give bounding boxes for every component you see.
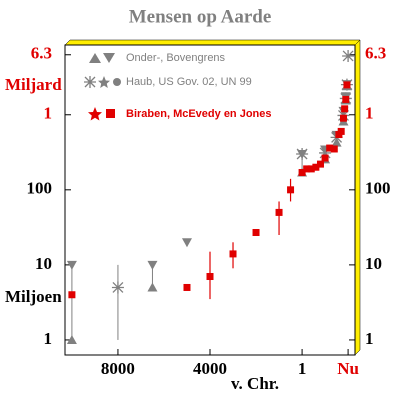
point xyxy=(206,273,214,281)
y-tick-label-right: 6.3 xyxy=(365,44,386,63)
point xyxy=(312,163,320,171)
point xyxy=(296,148,309,161)
legend-marker xyxy=(84,76,121,88)
x-tick-label: 8000 xyxy=(101,359,135,378)
legend-label: Biraben, McEvedy en Jones xyxy=(126,108,272,120)
y-tick-label: 100 xyxy=(27,179,53,198)
upper-bound xyxy=(147,260,158,270)
legend-marker xyxy=(89,53,115,63)
point xyxy=(287,186,295,194)
point xyxy=(326,144,334,152)
lower-bound xyxy=(66,334,77,344)
point xyxy=(339,114,347,122)
y-tick-label: 10 xyxy=(35,254,52,273)
point xyxy=(319,146,332,159)
x-tick-label: 4000 xyxy=(193,359,227,378)
point xyxy=(298,169,306,177)
chart-title: Mensen op Aarde xyxy=(129,6,272,27)
x-tick-label: 1 xyxy=(298,359,307,378)
point xyxy=(229,250,237,258)
point xyxy=(343,81,351,89)
point xyxy=(342,49,355,62)
point xyxy=(111,281,124,294)
annotation: Miljard xyxy=(5,75,62,94)
point xyxy=(252,229,260,237)
point xyxy=(316,160,324,168)
y-tick-label-right: 10 xyxy=(365,254,382,273)
point xyxy=(321,154,329,162)
legend-label: Onder-, Bovengrens xyxy=(126,52,226,64)
point xyxy=(307,165,315,173)
x-tick-label: Nu xyxy=(337,359,359,378)
frame-right xyxy=(354,39,361,356)
lower-bound xyxy=(147,282,158,292)
frame-top xyxy=(64,39,361,46)
legend-label: Haub, US Gov. 02, UN 99 xyxy=(126,76,252,88)
y-tick-label-right: 1 xyxy=(365,104,374,123)
y-tick-label: 1 xyxy=(44,104,53,123)
point xyxy=(183,283,191,291)
upper-bound xyxy=(66,260,77,270)
point xyxy=(303,165,311,173)
y-tick-label: 6.3 xyxy=(31,44,52,63)
annotation: Miljoen xyxy=(5,287,62,306)
point xyxy=(342,95,350,103)
point xyxy=(330,145,338,153)
legend-marker xyxy=(88,107,115,121)
y-tick-label: 1 xyxy=(44,329,53,348)
x-axis-label: v. Chr. xyxy=(231,374,279,393)
point xyxy=(337,127,345,135)
upper-bound xyxy=(181,238,192,248)
y-tick-label-right: 100 xyxy=(365,179,391,198)
y-tick-label-right: 1 xyxy=(365,329,374,348)
point xyxy=(68,291,76,299)
point xyxy=(275,208,283,216)
point xyxy=(341,105,349,113)
